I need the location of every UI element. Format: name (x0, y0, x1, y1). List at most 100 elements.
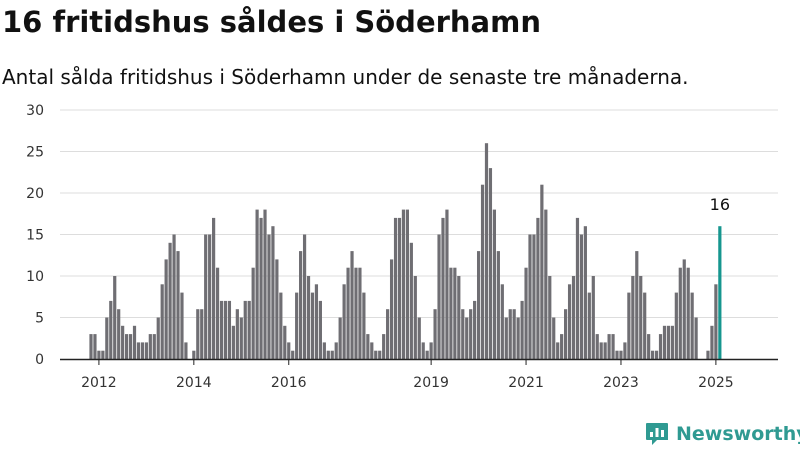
bar (473, 300, 477, 359)
bar (366, 334, 370, 359)
bar (453, 267, 457, 359)
bar (239, 317, 243, 359)
bar (623, 342, 627, 359)
bar (571, 276, 576, 359)
bar (405, 209, 409, 359)
bar (579, 234, 584, 359)
bar (666, 325, 671, 359)
bar (271, 226, 275, 359)
bar (358, 267, 362, 359)
x-tick-label: 2014 (176, 375, 212, 391)
bar (528, 234, 532, 359)
bar (544, 209, 548, 359)
bar (512, 309, 516, 359)
bar (469, 309, 473, 359)
bar (504, 317, 508, 359)
bar (156, 317, 160, 359)
bar (117, 309, 121, 359)
bar (413, 276, 417, 359)
bar (223, 300, 228, 359)
bar (714, 284, 718, 359)
bar (306, 276, 311, 359)
bar (484, 143, 489, 359)
bar (350, 251, 354, 359)
bar (682, 259, 686, 359)
bar (548, 276, 552, 359)
bar (140, 342, 145, 359)
bar (101, 350, 105, 359)
bar (291, 350, 295, 359)
bar (231, 325, 235, 359)
bar (215, 267, 220, 359)
bar (500, 284, 504, 359)
bar (227, 300, 232, 359)
bar (508, 309, 512, 359)
bar (152, 334, 156, 359)
bar (670, 325, 674, 359)
bar (302, 234, 307, 359)
bar (318, 300, 322, 359)
bar (109, 300, 113, 359)
bar (160, 284, 164, 359)
bar (393, 217, 398, 359)
bar (465, 317, 469, 359)
bar (397, 217, 402, 359)
bar (540, 184, 544, 359)
bar (287, 342, 291, 359)
bar (583, 226, 587, 359)
bar (310, 292, 315, 359)
bar (587, 292, 591, 359)
y-tick-label: 25 (26, 145, 44, 161)
bar (595, 334, 599, 359)
bar (204, 234, 208, 359)
chart-title: 16 fritidshus såldes i Söderhamn (2, 5, 541, 39)
y-tick-label: 0 (35, 352, 44, 368)
bar (322, 342, 326, 359)
bar (192, 350, 196, 359)
bar (113, 276, 117, 359)
bar (532, 234, 536, 359)
bar (125, 334, 129, 359)
bar (417, 317, 421, 359)
bar (97, 350, 101, 359)
bar (480, 184, 485, 359)
x-tick-label: 2025 (698, 375, 734, 391)
x-tick-label: 2021 (508, 375, 544, 391)
bar (627, 292, 631, 359)
bar (259, 217, 263, 359)
bar (437, 234, 441, 359)
bar (362, 292, 366, 359)
x-tick-label: 2012 (81, 375, 117, 391)
bar (643, 292, 647, 359)
bar (706, 350, 710, 359)
bar (516, 317, 520, 359)
bar (492, 209, 497, 359)
bar (607, 334, 611, 359)
bar (93, 334, 97, 359)
bar (299, 251, 303, 359)
bar (164, 259, 168, 359)
bar (631, 276, 635, 359)
bar (401, 209, 406, 359)
bar (433, 309, 437, 359)
newsworthy-logo-icon (646, 423, 668, 445)
bar (382, 334, 386, 359)
bar (599, 342, 603, 359)
bar (235, 309, 239, 359)
bar (658, 334, 663, 359)
latest-value-label: 16 (710, 195, 730, 214)
bar (457, 276, 461, 359)
y-tick-label: 15 (26, 228, 44, 244)
bar (172, 234, 176, 359)
bar-highlight (718, 226, 722, 359)
bar (674, 292, 678, 359)
x-tick-label: 2023 (603, 375, 639, 391)
bar (330, 350, 334, 359)
bar (690, 292, 694, 359)
brand-name: Newsworthy (676, 423, 800, 445)
bar (105, 317, 109, 359)
bar (651, 350, 655, 359)
bar (342, 284, 346, 359)
bar (421, 342, 425, 359)
